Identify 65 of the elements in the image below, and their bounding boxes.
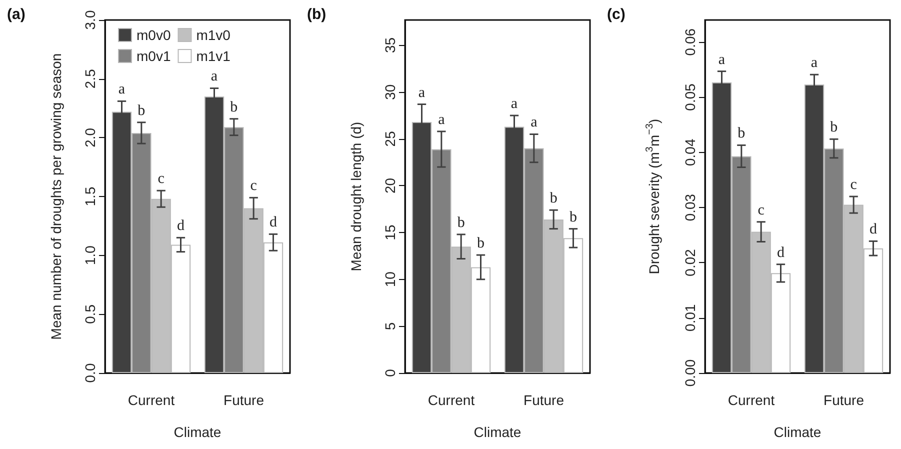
- data-label: a: [118, 82, 126, 98]
- y-tick-label: 25: [382, 130, 398, 147]
- data-label: a: [530, 114, 538, 131]
- data-label: d: [776, 244, 785, 261]
- data-label: b: [550, 190, 558, 207]
- y-tick-label: 0: [382, 368, 398, 377]
- x-tick-label: Current: [428, 392, 475, 408]
- y-tick-label: 2.5: [82, 68, 98, 89]
- data-label: b: [230, 99, 238, 116]
- y-tick-label: 3.0: [82, 10, 98, 30]
- y-tick-label: 15: [382, 224, 398, 240]
- x-axis-title: Climate: [474, 424, 522, 440]
- y-tick-label: 0.02: [682, 248, 698, 276]
- y-tick-label: 5: [382, 322, 398, 330]
- data-label: d: [176, 218, 185, 234]
- data-label: a: [418, 84, 426, 101]
- x-tick-label: Current: [728, 392, 775, 408]
- data-label: c: [758, 202, 765, 218]
- legend-label: m1v1: [196, 48, 231, 64]
- y-tick-label: 1.0: [82, 245, 98, 266]
- x-tick-label: Current: [128, 392, 175, 408]
- chart-title: (a): [7, 6, 26, 23]
- y-tick-label: 0.06: [682, 28, 698, 56]
- x-tick-label: Future: [824, 392, 864, 408]
- data-label: b: [476, 236, 484, 252]
- y-tick-label: 20: [382, 178, 398, 194]
- x-axis-title: Climate: [174, 424, 222, 440]
- y-axis-title: Drought severity (m3m−3): [644, 118, 662, 274]
- y-axis-title: Mean drought length (d): [348, 122, 364, 272]
- y-tick-label: 35: [382, 37, 398, 54]
- data-label: d: [869, 222, 878, 238]
- data-label: a: [718, 52, 726, 68]
- y-tick-label: 0.01: [682, 304, 698, 332]
- legend-label: m1v0: [196, 27, 231, 43]
- data-label: a: [810, 55, 818, 72]
- y-tick-label: 1.5: [82, 186, 98, 206]
- y-tick-label: 30: [382, 84, 398, 100]
- chart-title: (b): [307, 6, 326, 23]
- data-label: b: [457, 214, 465, 231]
- data-label: b: [738, 126, 746, 142]
- x-tick-label: Future: [524, 392, 564, 408]
- chart-title: (c): [607, 6, 626, 23]
- y-tick-label: 0.00: [682, 359, 698, 387]
- legend-label: m0v0: [136, 27, 171, 43]
- data-label: a: [510, 96, 518, 112]
- data-label: c: [250, 178, 258, 194]
- data-label: a: [438, 112, 446, 128]
- y-tick-label: 0.05: [682, 83, 698, 111]
- x-tick-label: Future: [224, 392, 264, 408]
- data-label: b: [569, 209, 577, 226]
- data-label: b: [138, 102, 146, 119]
- y-tick-label: 0.0: [82, 363, 98, 383]
- data-label: a: [210, 68, 218, 85]
- y-tick-label: 0.04: [682, 138, 698, 166]
- y-tick-label: 10: [382, 271, 398, 288]
- legend-label: m0v1: [136, 48, 171, 64]
- y-tick-label: 2.0: [82, 128, 98, 148]
- data-label: b: [830, 120, 838, 136]
- data-label: d: [269, 214, 278, 231]
- data-label: c: [158, 171, 165, 188]
- x-axis-title: Climate: [774, 424, 822, 440]
- y-tick-label: 0.03: [682, 194, 698, 222]
- y-tick-label: 0.5: [82, 304, 98, 324]
- y-axis-title: Mean number of droughts per growing season: [48, 53, 64, 340]
- data-label: c: [850, 177, 858, 193]
